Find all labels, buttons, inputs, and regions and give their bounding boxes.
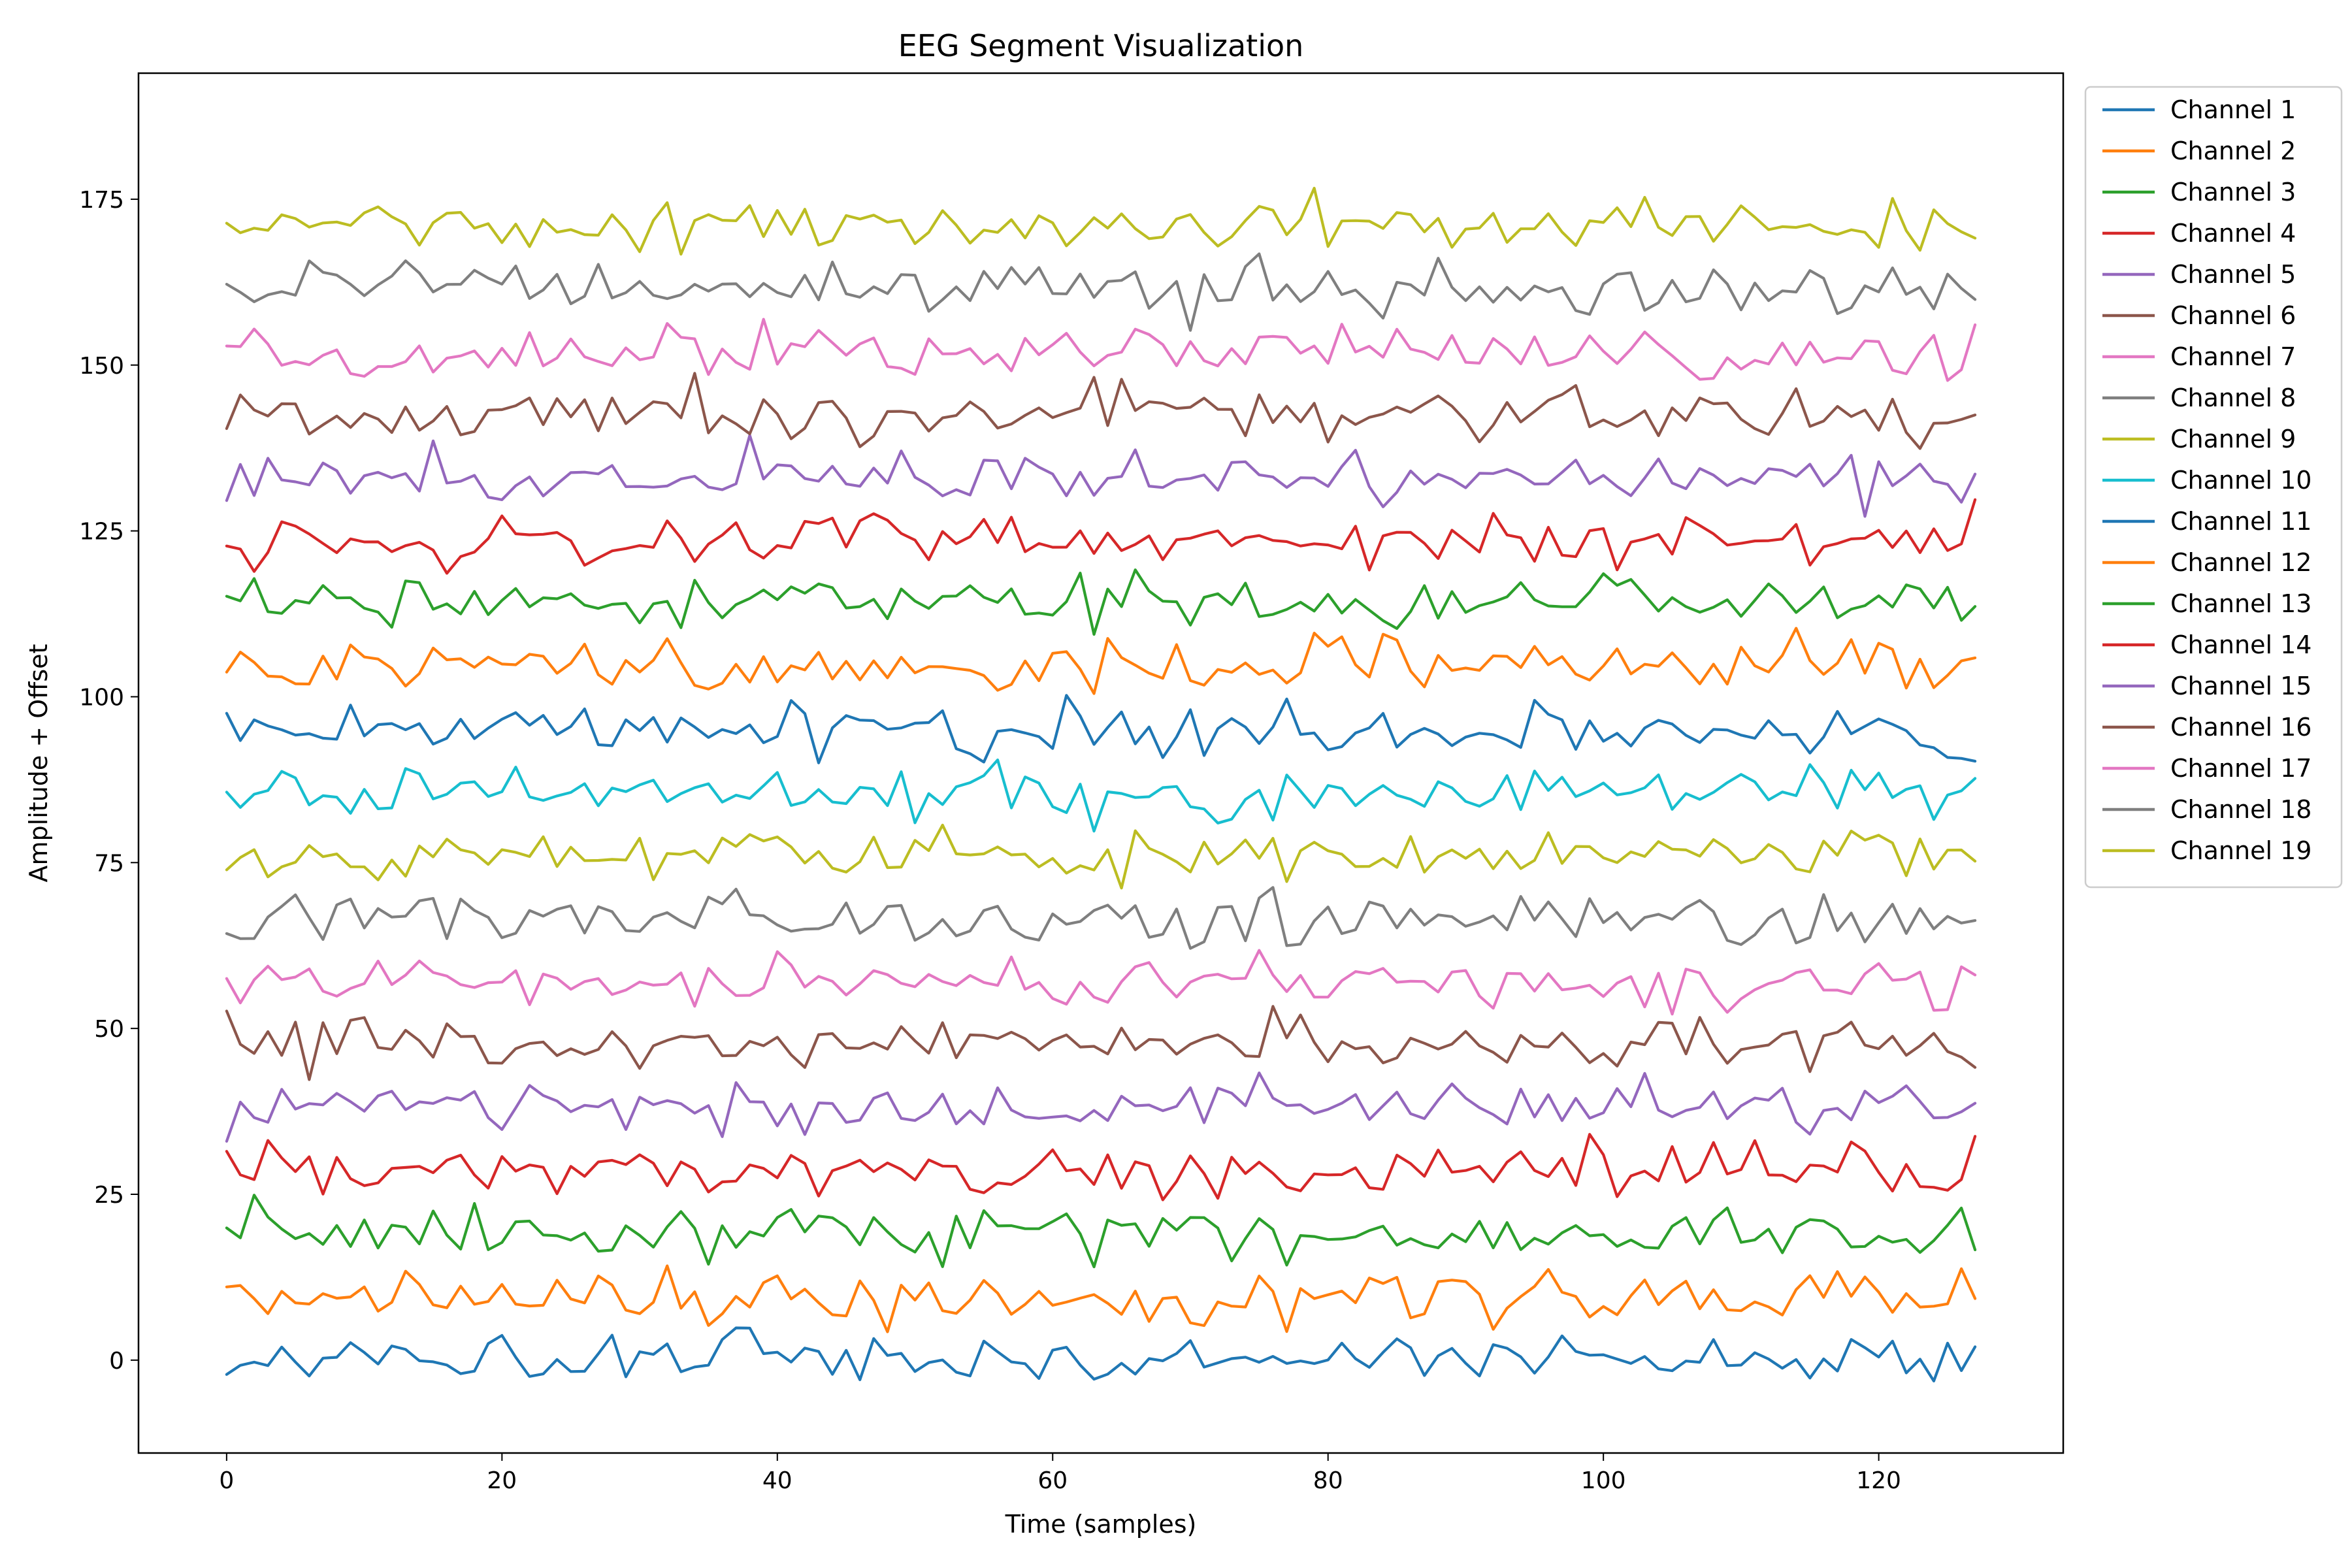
y-tick-label: 150 [79, 353, 124, 380]
chart-title: EEG Segment Visualization [898, 28, 1304, 63]
legend-label-channel-9: Channel 9 [2170, 425, 2296, 453]
series-line-channel-18 [225, 252, 1977, 332]
series-line-channel-2 [225, 1264, 1977, 1333]
x-tick-label: 40 [762, 1467, 792, 1494]
x-tick-label: 60 [1037, 1467, 1068, 1494]
plot-frame [137, 72, 2065, 1454]
series-line-channel-5 [225, 1071, 1977, 1143]
y-axis: 0 25 50 75 100 125 150 175 [79, 187, 139, 1375]
series-line-channel-10 [225, 759, 1977, 833]
legend-label-channel-17: Channel 17 [2170, 754, 2311, 783]
series-line-channel-15 [225, 434, 1977, 518]
x-tick-label: 20 [487, 1467, 517, 1494]
y-tick-label: 125 [79, 519, 124, 546]
legend-label-channel-10: Channel 10 [2170, 466, 2311, 495]
y-axis-label: Amplitude + Offset [24, 644, 53, 883]
legend-label-channel-1: Channel 1 [2170, 95, 2296, 124]
legend-label-channel-13: Channel 13 [2170, 589, 2311, 618]
series-line-channel-12 [225, 627, 1977, 695]
legend-label-channel-12: Channel 12 [2170, 548, 2311, 577]
series-line-channel-11 [225, 694, 1977, 764]
legend-label-channel-5: Channel 5 [2170, 260, 2296, 289]
series-line-channel-14 [225, 498, 1977, 575]
series-line-channel-17 [225, 318, 1977, 382]
series-line-channel-9 [225, 823, 1977, 890]
legend-label-channel-8: Channel 8 [2170, 384, 2296, 412]
plot-area [225, 186, 1977, 1382]
legend-label-channel-15: Channel 15 [2170, 672, 2311, 700]
x-tick-label: 0 [219, 1467, 234, 1494]
y-tick-label: 175 [79, 187, 124, 214]
series-line-channel-8 [225, 886, 1977, 950]
y-tick-label: 50 [94, 1016, 124, 1043]
series-line-channel-3 [225, 1194, 1977, 1269]
y-tick-label: 25 [94, 1182, 124, 1209]
series-line-channel-7 [225, 949, 1977, 1016]
x-tick-label: 100 [1581, 1467, 1626, 1494]
legend-label-channel-6: Channel 6 [2170, 301, 2296, 330]
series-line-channel-4 [225, 1133, 1977, 1201]
y-tick-label: 75 [94, 850, 124, 877]
legend-label-channel-7: Channel 7 [2170, 342, 2296, 371]
legend-label-channel-3: Channel 3 [2170, 178, 2296, 206]
series-line-channel-6 [225, 1005, 1977, 1081]
legend-label-channel-14: Channel 14 [2170, 630, 2311, 659]
legend-label-channel-16: Channel 16 [2170, 713, 2311, 742]
legend-label-channel-11: Channel 11 [2170, 507, 2311, 536]
y-tick-label: 100 [79, 684, 124, 711]
legend-label-channel-4: Channel 4 [2170, 219, 2296, 248]
series-line-channel-16 [225, 372, 1977, 450]
legend: Channel 1 Channel 2 Channel 3 Channel 4 Chan… [2084, 86, 2343, 889]
series-line-channel-19 [225, 186, 1977, 256]
x-axis: 0 20 40 60 80 100 120 [219, 1453, 1901, 1494]
x-tick-label: 120 [1856, 1467, 1901, 1494]
legend-label-channel-18: Channel 18 [2170, 795, 2311, 824]
series-line-channel-13 [225, 568, 1977, 636]
x-axis-label: Time (samples) [1005, 1510, 1197, 1539]
x-tick-label: 80 [1313, 1467, 1343, 1494]
series-line-channel-1 [225, 1326, 1977, 1382]
legend-label-channel-2: Channel 2 [2170, 137, 2296, 165]
legend-label-channel-19: Channel 19 [2170, 836, 2311, 865]
y-tick-label: 0 [109, 1348, 124, 1375]
